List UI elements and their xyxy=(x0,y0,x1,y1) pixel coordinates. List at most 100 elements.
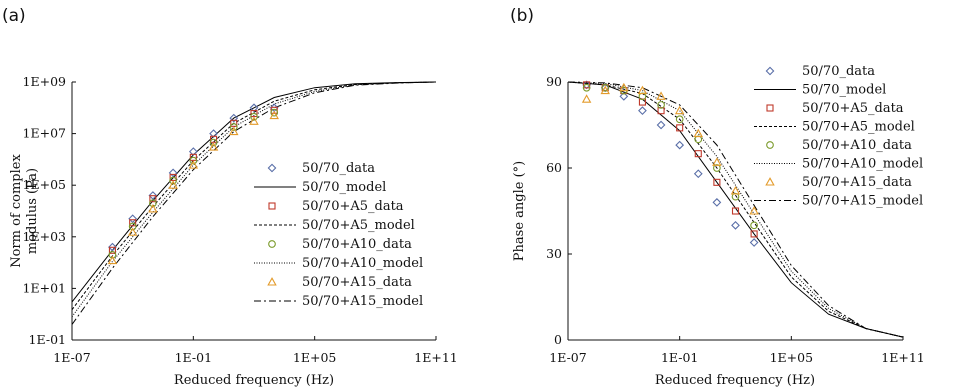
legend-label: 50/70+A10_model xyxy=(302,256,423,271)
series-line-50-70-a10-model xyxy=(568,81,903,338)
legend-label: 50/70+A5_data xyxy=(802,101,904,116)
y-tick-label: 1E+01 xyxy=(23,280,66,295)
data-point xyxy=(168,168,178,178)
x-tick-label: 1E+05 xyxy=(293,350,336,365)
legend-marker xyxy=(268,202,276,210)
series-line-50-70-a10-model xyxy=(72,81,436,317)
data-point xyxy=(107,255,118,265)
y-tick-label: 30 xyxy=(546,246,562,261)
y-tick-label: 60 xyxy=(546,160,562,175)
series-points-50-70-a15-data xyxy=(581,82,759,215)
x-tick-label: 1E-01 xyxy=(175,350,212,365)
data-point xyxy=(638,98,646,106)
legend-label: 50/70+A5_data xyxy=(302,199,404,214)
data-point xyxy=(249,116,259,125)
x-tick-label: 1E+11 xyxy=(881,350,924,365)
legend-a: 50/70_data 50/70_model 50/70+A5_data 50/70+… xyxy=(254,161,423,309)
data-point xyxy=(749,206,759,215)
data-point xyxy=(583,81,591,89)
data-point xyxy=(209,138,218,147)
data-point xyxy=(108,246,116,254)
series-points-50-70-data xyxy=(108,103,279,252)
series-line-50-70-a5-model xyxy=(72,81,436,311)
data-point xyxy=(675,115,684,124)
y-axis-label-line-2: modulus (Pa) xyxy=(25,168,40,254)
x-tick-label: 1E-07 xyxy=(53,350,90,365)
data-point xyxy=(108,250,117,259)
legend-marker xyxy=(765,177,775,186)
data-point xyxy=(600,85,610,95)
legend-label: 50/70+A15_data xyxy=(302,275,412,290)
data-point xyxy=(168,180,178,189)
data-point xyxy=(656,91,666,100)
data-point xyxy=(149,199,157,208)
data-point xyxy=(713,164,721,172)
legend-label: 50/70+A5_model xyxy=(802,120,915,135)
data-point xyxy=(129,219,137,227)
data-point xyxy=(637,85,648,95)
data-point xyxy=(148,191,158,200)
legend-label: 50/70+A5_model xyxy=(302,218,415,233)
y-tick-label: 0 xyxy=(554,332,562,347)
chart-panel-b: 1E-07 1E-01 1E+05 1E+11 0 30 60 90 Reduced frequ… xyxy=(512,64,925,388)
data-point xyxy=(749,238,759,247)
legend-label: 50/70+A10_data xyxy=(302,237,412,252)
chart-panel-a: 1E-07 1E-01 1E+05 1E+11 1E-01 1E+01 1E+03 1E+05… xyxy=(9,74,458,388)
data-point xyxy=(657,107,665,115)
data-point xyxy=(656,120,666,130)
legend-label: 50/70+A10_model xyxy=(802,157,923,172)
legend-label: 50/70_data xyxy=(302,161,375,176)
data-point xyxy=(209,129,218,138)
data-point xyxy=(619,82,629,92)
data-point xyxy=(582,80,591,90)
data-point xyxy=(229,126,239,136)
data-point xyxy=(148,204,158,213)
data-point xyxy=(674,105,685,115)
data-point xyxy=(229,113,239,123)
legend-label: 50/70_model xyxy=(302,180,386,195)
y-tick-label: 1E+07 xyxy=(23,126,67,141)
series-line-50-70-a15-model xyxy=(568,81,903,338)
panel-label-a: (a) xyxy=(2,6,26,26)
data-point xyxy=(269,110,279,120)
data-point xyxy=(189,156,198,165)
legend-marker xyxy=(766,104,774,112)
legend-label: 50/70+A15_data xyxy=(802,175,912,190)
data-point xyxy=(712,198,722,207)
x-axis-label: Reduced frequency (Hz) xyxy=(655,373,815,388)
y-axis-label-line-1: Norm of complex xyxy=(9,154,24,268)
data-point xyxy=(188,160,199,169)
legend-label: 50/70+A15_model xyxy=(302,294,423,309)
data-point xyxy=(208,142,219,151)
data-point xyxy=(582,83,591,92)
data-point xyxy=(750,230,758,238)
legend-marker xyxy=(268,240,276,248)
data-point xyxy=(601,83,610,92)
data-point xyxy=(693,169,703,179)
data-point xyxy=(250,112,258,121)
data-point xyxy=(713,178,721,186)
series-points-50-70-a15-data xyxy=(107,110,279,265)
legend-label: 50/70+A10_data xyxy=(802,138,912,153)
legend-label: 50/70+A15_model xyxy=(802,194,923,209)
series-points-50-70-a5-data xyxy=(583,81,758,238)
x-tick-label: 1E-07 xyxy=(549,350,586,365)
y-tick-label: 1E-01 xyxy=(29,332,66,347)
data-point xyxy=(694,135,703,144)
data-point xyxy=(638,106,647,116)
y-axis-label: Norm of complexmodulus (Pa) xyxy=(9,154,40,268)
data-point xyxy=(249,103,259,113)
data-point xyxy=(730,186,741,195)
legend-marker xyxy=(766,141,774,149)
x-tick-label: 1E+05 xyxy=(770,350,813,365)
data-point xyxy=(108,242,117,252)
data-point xyxy=(169,176,177,185)
x-tick-label: 1E+11 xyxy=(414,350,457,365)
data-point xyxy=(188,147,198,157)
series-points-50-70-data xyxy=(582,80,759,247)
legend-label: 50/70_model xyxy=(802,83,886,98)
series-points-50-70-a10-data xyxy=(582,83,758,230)
data-point xyxy=(731,207,740,215)
data-point xyxy=(731,192,740,201)
